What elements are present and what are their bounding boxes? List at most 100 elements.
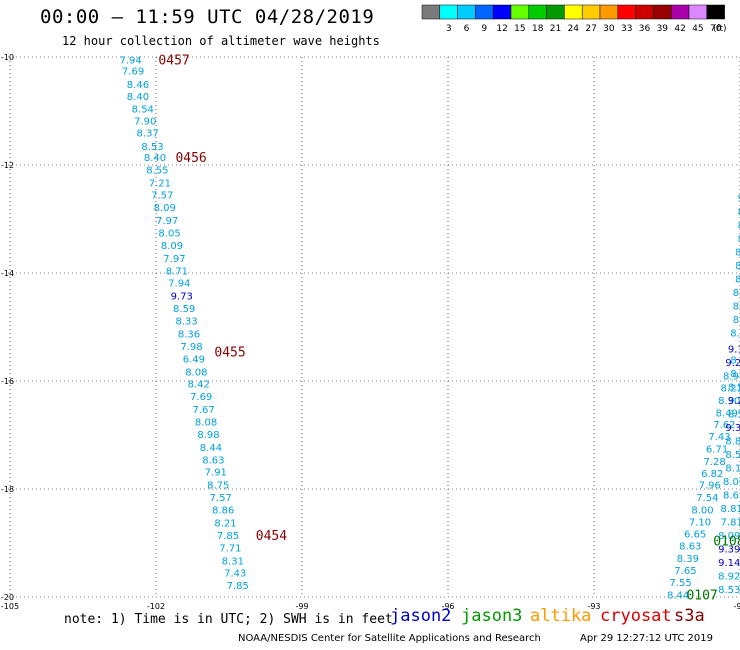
wave-height-point: 8.33 xyxy=(175,317,197,328)
series-jason3: 8.447.557.658.398.63 6.657.108.00 7.547.96… xyxy=(667,345,740,602)
scale-label: 39 xyxy=(657,24,669,34)
wave-height-point: 7.57 xyxy=(210,493,232,504)
x-tick-label: -90 xyxy=(733,602,740,611)
timestamp-text: Apr 29 12:27:12 UTC 2019 xyxy=(580,633,713,644)
wave-height-point: 7.97 xyxy=(163,254,185,265)
wave-height-point: 7.57 xyxy=(151,191,173,202)
wave-height-point: 8.30 xyxy=(718,396,740,407)
wave-height-point: 7.28 xyxy=(704,457,726,468)
wave-height-point: 8.36 xyxy=(178,329,200,340)
wave-height-point: 7.96 xyxy=(699,481,721,492)
wave-height-point: 6.71 xyxy=(706,445,728,456)
wave-height-point: 8.37 xyxy=(137,129,159,140)
wave-height-point: 8.4 xyxy=(730,328,740,339)
wave-height-point: 8.50 xyxy=(725,450,740,461)
scale-label: 36 xyxy=(639,24,651,34)
wave-height-point: 9.73 xyxy=(171,292,193,303)
wave-height-point: 7.97 xyxy=(156,216,178,227)
wave-height-point: 8.63 xyxy=(679,542,701,553)
wave-height-point: 8.40 xyxy=(127,92,149,103)
wave-height-point: 8.09 xyxy=(161,241,183,252)
scale-label: 9 xyxy=(481,24,487,34)
wave-height-point: 7.69 xyxy=(190,392,212,403)
x-tick-label: -93 xyxy=(587,602,600,611)
legend-s3a: s3a xyxy=(674,606,705,626)
wave-height-point: 8.44 xyxy=(200,443,222,454)
wave-height-point: 9.39 xyxy=(725,423,740,434)
wave-height-point: 7.94 xyxy=(168,279,190,290)
x-tick-label: -102 xyxy=(147,602,165,611)
wave-height-point: 8.89 xyxy=(725,436,740,447)
page-title: 00:00 – 11:59 UTC 04/28/2019 xyxy=(40,6,375,28)
wave-height-point: 8.44 xyxy=(667,590,689,601)
x-tick-label: -99 xyxy=(295,602,308,611)
wave-height-point: 8.1 xyxy=(735,261,740,272)
wave-height-point: 7.65 xyxy=(674,566,696,577)
series-jason3b: 8.53 8.92 9.14 9.39 8.09 7.81 8.81 8.65 8.06 8.13… xyxy=(718,193,740,596)
wave-height-point: 8.1 xyxy=(730,369,740,380)
scale-label: 27 xyxy=(585,24,596,34)
scale-label: 18 xyxy=(532,24,544,34)
wave-height-point: 8.8 xyxy=(733,288,740,299)
wave-height-point: 6.49 xyxy=(183,354,205,365)
wave-height-point: 9.39 xyxy=(718,544,740,555)
wave-height-point: 9.23 xyxy=(728,396,740,407)
wave-height-point: 8.92 xyxy=(718,571,740,582)
pass-time-label: 0454 xyxy=(256,529,287,544)
legend-altika: altika xyxy=(530,606,592,626)
wave-height-point: 8.98 xyxy=(197,430,219,441)
wave-height-point: 8.39 xyxy=(677,554,699,565)
wave-height-point: 7.62 xyxy=(713,420,735,431)
pass-time-label: 0455 xyxy=(214,345,245,360)
wave-height-point: 8.59 xyxy=(728,382,740,393)
legend-cryosat: cryosat xyxy=(600,606,672,626)
series-s3a: 7.947.698.468.408.547.908.378.538.408.55… xyxy=(120,56,249,592)
wave-height-point: 8.54 xyxy=(132,104,154,115)
wave-height-point: 8.53 xyxy=(718,585,740,596)
wave-height-point: 7.55 xyxy=(669,578,691,589)
wave-height-point: 9.0 xyxy=(738,193,740,204)
wave-height-point: 8.31 xyxy=(222,556,244,567)
wave-height-point: 8.09 xyxy=(718,531,740,542)
wave-height-point: 8.2 xyxy=(738,220,740,231)
wave-height-point: 8.2 xyxy=(735,274,740,285)
wave-height-point: 8.75 xyxy=(207,481,229,492)
wave-height-point: 8.65 xyxy=(723,490,740,501)
scale-unit: (ft) xyxy=(713,24,727,34)
wave-height-point: 7.81 xyxy=(721,517,740,528)
wave-height-point: 7.10 xyxy=(689,517,711,528)
wave-height-point: 7.85 xyxy=(217,531,239,542)
y-tick-label: -18 xyxy=(1,485,14,494)
scale-label: 3 xyxy=(446,24,452,34)
wave-height-point: 8.06 xyxy=(723,477,740,488)
wave-height-point: 8.42 xyxy=(188,380,210,391)
wave-height-point: 7.94 xyxy=(120,56,142,67)
pass-time-label: 0108 xyxy=(713,534,740,549)
pass-time-label: 0457 xyxy=(158,54,189,69)
wave-height-point: 8.40 xyxy=(144,153,166,164)
wave-height-point: 8.00 xyxy=(691,506,713,517)
wave-height-point: 8.97 xyxy=(723,372,740,383)
scale-label: 12 xyxy=(496,24,507,34)
wave-height-point: 8.71 xyxy=(166,266,188,277)
scale-label: 6 xyxy=(464,24,470,34)
wave-height-point: 8.09 xyxy=(154,203,176,214)
wave-height-point: 8.50 xyxy=(728,409,740,420)
wave-height-point: 7.67 xyxy=(193,405,215,416)
scale-label: 15 xyxy=(514,24,525,34)
legend-jason3: jason3 xyxy=(461,606,523,626)
wave-height-point: 9.27 xyxy=(725,358,740,369)
scale-label: 45 xyxy=(692,24,703,34)
y-tick-label: -16 xyxy=(1,377,14,386)
scale-label: 21 xyxy=(550,24,561,34)
wave-height-point: 9.17 xyxy=(728,345,740,356)
wave-height-point: 8.3 xyxy=(735,247,740,258)
legend-jason2: jason2 xyxy=(390,606,452,626)
page-subtitle: 12 hour collection of altimeter wave hei… xyxy=(62,34,380,48)
wave-height-point: 7.21 xyxy=(149,178,171,189)
scale-swatch xyxy=(706,4,725,20)
wave-height-point: 8.0 xyxy=(738,207,740,218)
scale-label: 70 xyxy=(710,24,722,34)
wave-height-point: 8.46 xyxy=(127,80,149,91)
